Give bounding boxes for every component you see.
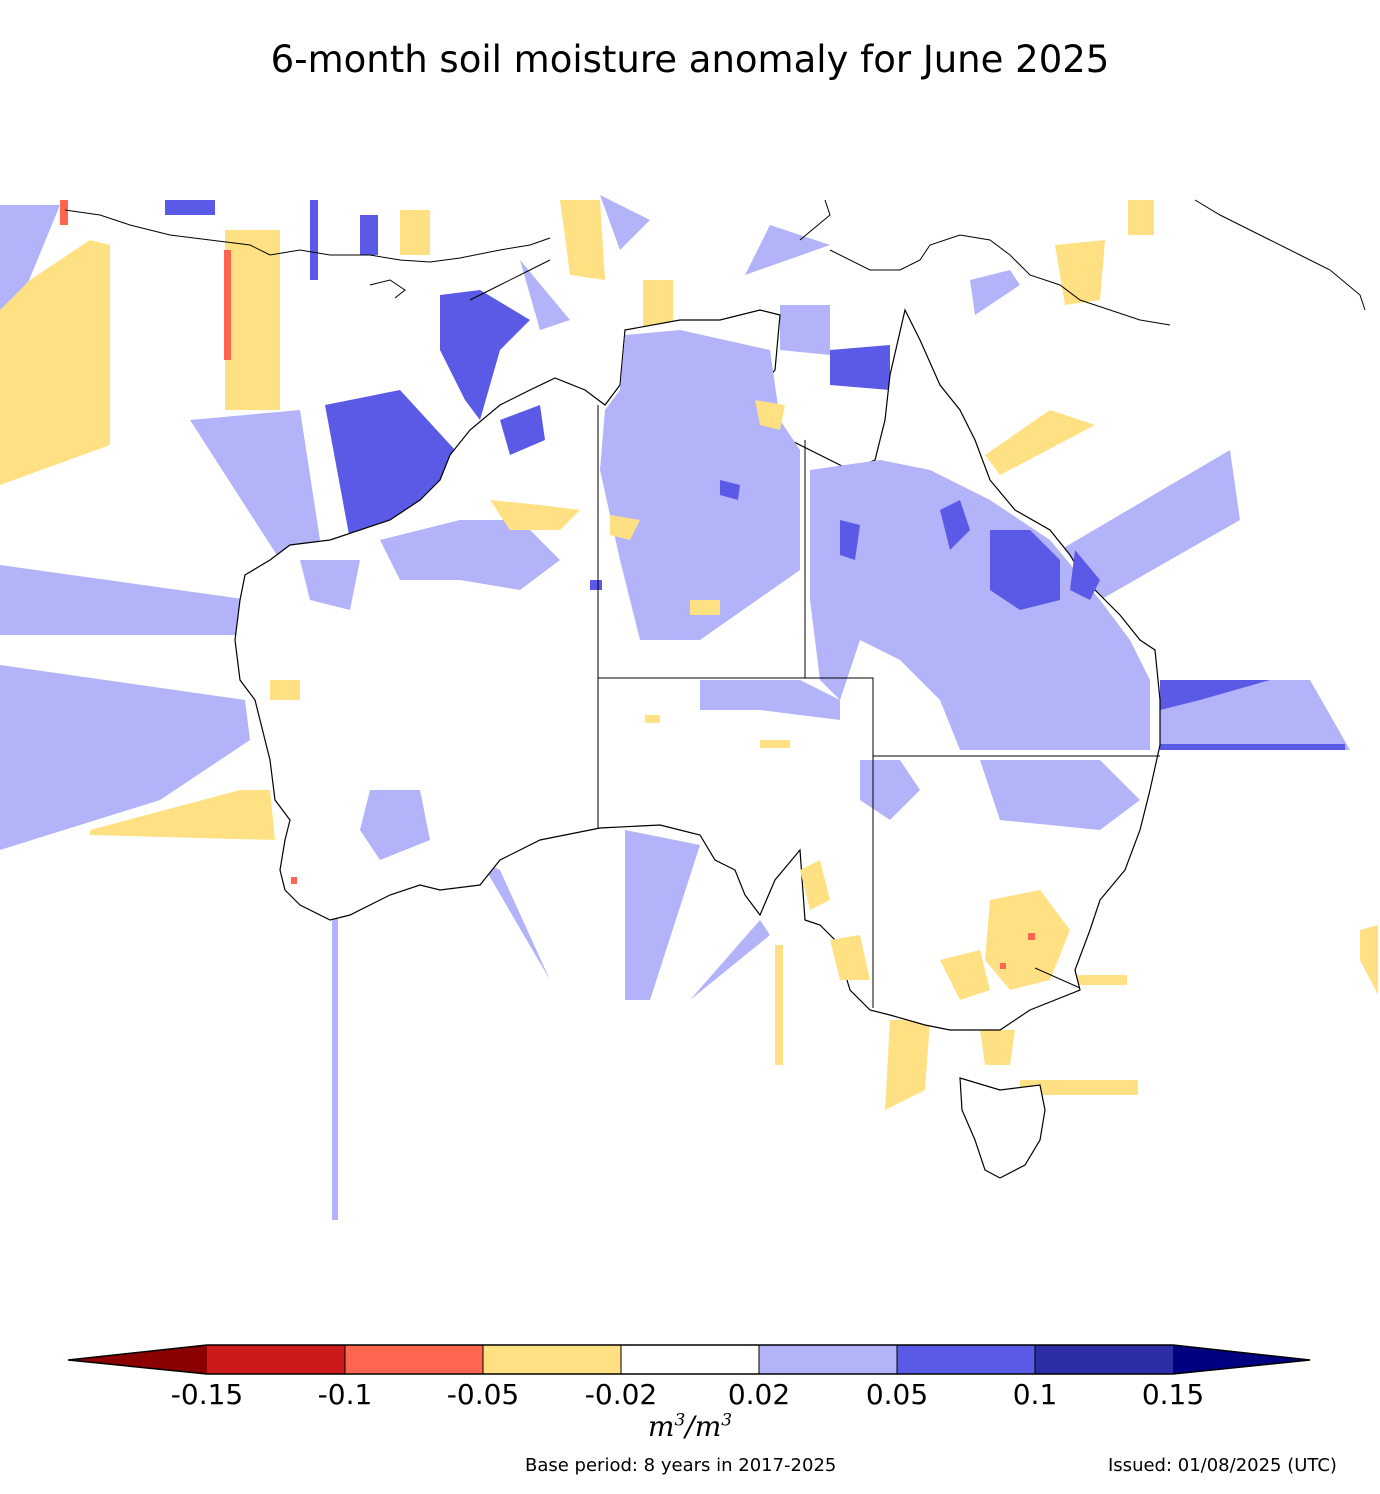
state-borders — [597, 405, 1160, 1008]
soil-moisture-map — [0, 195, 1378, 1220]
dry-anomaly-land-patches — [270, 400, 1070, 1000]
colorbar-extend-high — [1173, 1345, 1310, 1374]
strong-dry-anomaly-ocean-patches — [60, 200, 231, 360]
colorbar-tick-label: -0.02 — [584, 1378, 658, 1411]
dry-anomaly-ocean-patches — [0, 200, 1378, 1110]
northern-landmasses — [64, 199, 1366, 326]
tasmania-outline — [959, 1077, 1046, 1179]
colorbar-extend-low — [68, 1345, 207, 1374]
strong-wet-anomaly-land-patches — [500, 405, 1100, 610]
issued-date-note: Issued: 01/08/2025 (UTC) — [1108, 1455, 1337, 1476]
colorbar-tick-label: -0.15 — [170, 1378, 244, 1411]
colorbar-tick-label: -0.05 — [446, 1378, 520, 1411]
colorbar-units: m3/m3 — [647, 1410, 733, 1443]
colorbar-bin-6 — [897, 1345, 1035, 1374]
colorbar-frame — [67, 1344, 1311, 1375]
colorbar — [67, 1344, 1311, 1375]
colorbar-bin-4 — [621, 1345, 759, 1374]
colorbar-bin-7 — [1035, 1345, 1173, 1374]
colorbar-bin-5 — [759, 1345, 897, 1374]
colorbar-bin-1 — [207, 1345, 345, 1374]
colorbar-tick-label: 0.1 — [1012, 1378, 1058, 1411]
colorbar-tick-label: 0.02 — [727, 1378, 791, 1411]
colorbar-tick-label: -0.1 — [317, 1378, 373, 1411]
strong-dry-anomaly-land-patches — [291, 877, 1035, 969]
colorbar-tick-label: 0.15 — [1141, 1378, 1205, 1411]
colorbar-bin-2 — [345, 1345, 483, 1374]
map-title: 6-month soil moisture anomaly for June 2… — [270, 38, 1110, 81]
base-period-note: Base period: 8 years in 2017-2025 — [525, 1455, 837, 1476]
colorbar-bin-3 — [483, 1345, 621, 1374]
wet-anomaly-land-patches — [300, 330, 1150, 860]
wet-anomaly-ocean-patches — [0, 195, 1350, 1220]
colorbar-tick-label: 0.05 — [865, 1378, 929, 1411]
